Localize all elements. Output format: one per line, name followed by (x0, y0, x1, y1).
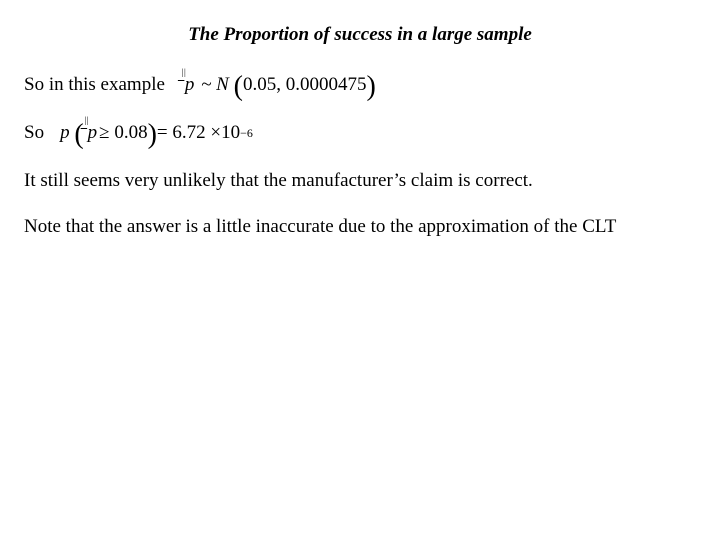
ten-base: 10 (221, 122, 240, 144)
paragraph-conclusion: It still seems very unlikely that the ma… (24, 170, 696, 192)
line2-lead: So (24, 122, 44, 144)
p-hat-symbol: ⎯| |p (181, 74, 197, 96)
dist-symbol: ~ N (201, 74, 229, 96)
dist-args: 0.05, 0.0000475 (243, 74, 367, 96)
line1-formula: ⎯| |p ~ N ( 0.05, 0.0000475 ) (181, 74, 376, 96)
condition: ≥ 0.08 (99, 122, 147, 144)
line1-lead: So in this example (24, 74, 165, 96)
line2-formula: p ( ⎯| |p ≥ 0.08 ) = 6.72 × 10 −6 (60, 122, 253, 144)
page-title: The Proportion of success in a large sam… (24, 24, 696, 46)
paragraph-note: Note that the answer is a little inaccur… (24, 216, 696, 238)
example-line-1: So in this example ⎯| |p ~ N ( 0.05, 0.0… (24, 74, 696, 96)
page-content: The Proportion of success in a large sam… (0, 0, 720, 280)
times-symbol: × (210, 122, 221, 144)
p-hat-symbol-2: ⎯| |p (84, 122, 100, 144)
example-line-2: So p ( ⎯| |p ≥ 0.08 ) = 6.72 × 10 −6 (24, 122, 696, 144)
equals-value: = 6.72 (157, 122, 206, 144)
